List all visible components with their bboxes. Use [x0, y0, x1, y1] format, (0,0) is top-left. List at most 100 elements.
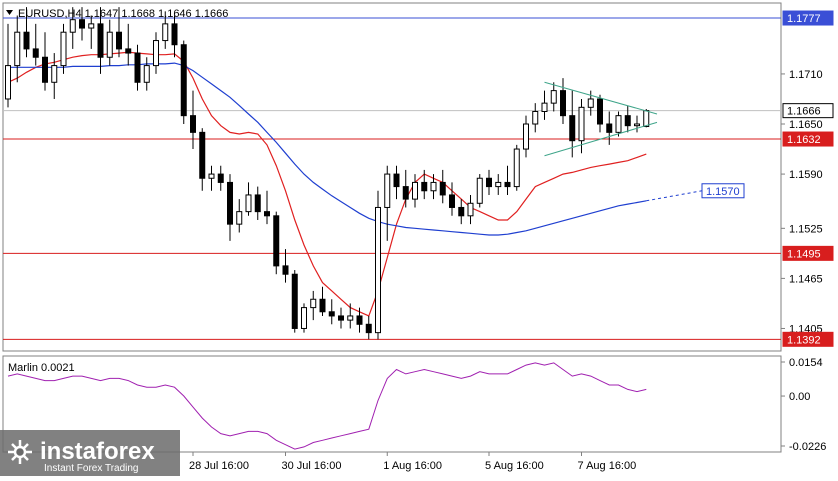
candle-bear [180, 44, 187, 117]
candle-bear [328, 311, 335, 317]
price-tick-label: 1.1710 [789, 69, 823, 81]
time-axis: 28 Jul 16:00 30 Jul 16:00 1 Aug 16:00 5 Aug… [189, 452, 636, 472]
candle-bull [236, 211, 243, 225]
price-tick-label: 1.1525 [789, 223, 823, 235]
candle-bear [97, 23, 104, 58]
candle-bear [458, 206, 465, 217]
candle-bull [467, 202, 474, 217]
ma-slow-line [8, 62, 647, 236]
marlin-indicator: 0.0154 0.00 -0.0226 [7, 357, 826, 453]
candle-bull [208, 173, 215, 179]
time-tick-label: 5 Aug 16:00 [485, 460, 544, 472]
candle-bull [634, 123, 640, 127]
price-axis: 1.17101.16501.15901.15251.14651.14051.17… [781, 10, 834, 347]
candle-bear [624, 115, 631, 127]
candle-bear [217, 173, 224, 183]
candle-bear [42, 56, 48, 83]
candle-bear [486, 177, 492, 188]
candle-bear [319, 298, 326, 313]
candle-bear [125, 48, 132, 54]
indicator-tick-label: 0.0154 [789, 357, 823, 369]
candle-bull [60, 31, 67, 67]
candle-bull [476, 177, 483, 204]
header: EURUSD,H4 1.1647 1.1668 1.1646 1.1666 [6, 8, 228, 20]
candle-bear [134, 52, 141, 83]
dropdown-triangle-icon[interactable] [6, 10, 13, 15]
candle-bull [541, 102, 548, 112]
candle-bear [291, 273, 298, 329]
price-tick-label: 1.1650 [789, 119, 823, 131]
candle-bull [513, 148, 520, 188]
time-tick-label: 1 Aug 16:00 [383, 460, 442, 472]
candle-bear [338, 315, 344, 321]
price-tag-box [782, 10, 834, 26]
price-tag-box [782, 131, 834, 147]
candle-bear [23, 31, 30, 50]
candle-bear [569, 115, 576, 142]
candle-bear [79, 19, 85, 29]
forecast-label: 1.1570 [706, 186, 740, 198]
candle-bear [199, 131, 206, 179]
candle-bull [430, 181, 437, 192]
candle-bull [310, 298, 317, 309]
triangle-pattern [544, 81, 658, 157]
price-tag-box [782, 245, 834, 261]
indicator-label: Marlin 0.0021 [8, 362, 75, 374]
forecast-box [701, 183, 745, 199]
candle-bull [532, 110, 539, 125]
price-tag-box [782, 331, 834, 347]
forecast-tag: 1.1570 [701, 183, 745, 199]
time-tick-label: 7 Aug 16:00 [578, 460, 637, 472]
candles [5, 7, 650, 340]
watermark: instaforex Instant Forex Trading [0, 430, 180, 476]
triangle-lower-line [544, 121, 658, 157]
candle-bull [587, 98, 594, 108]
candle-bull [523, 123, 529, 150]
price-tag-label: 1.1632 [787, 134, 821, 146]
ma-fast-line [7, 51, 647, 317]
indicator-tick-label: 0.00 [789, 391, 810, 403]
candle-bull [14, 31, 21, 67]
candle-bear [273, 215, 280, 267]
moving-averages [7, 51, 703, 317]
candle-bear [190, 115, 196, 133]
candle-bull [153, 40, 159, 67]
candle-bull [5, 65, 11, 100]
triangle-upper-line [544, 81, 658, 115]
time-tick-label: 30 Jul 16:00 [282, 460, 342, 472]
candle-bull [375, 206, 381, 334]
price-tick-label: 1.1465 [789, 273, 823, 285]
candle-bear [560, 90, 566, 117]
candle-bear [504, 181, 511, 188]
marlin-line [7, 362, 647, 450]
candle-bull [106, 31, 113, 58]
watermark-tagline: Instant Forex Trading [44, 463, 139, 474]
candle-bear [402, 186, 409, 200]
candle-bull [245, 194, 252, 213]
candle-bull [162, 23, 169, 42]
candle-bear [365, 323, 372, 334]
candle-bull [550, 90, 557, 104]
candle-bear [356, 315, 363, 325]
candle-bear [32, 48, 39, 58]
candle-bear [282, 265, 289, 275]
candle-bear [393, 173, 400, 188]
candle-bear [597, 98, 603, 125]
candle-bear [227, 181, 233, 225]
candle-bear [171, 23, 178, 46]
candle-bear [606, 123, 613, 133]
candle-bull [412, 181, 418, 200]
watermark-brand: instaforex [40, 438, 155, 465]
candle-bull [578, 106, 585, 142]
main-pane-frame [2, 2, 782, 352]
horizontal-levels [3, 17, 781, 340]
price-tag-label: 1.1666 [787, 106, 821, 118]
candle-bear [264, 211, 270, 217]
candle-bear [421, 181, 428, 192]
candle-bear [254, 194, 261, 213]
candle-bull [143, 65, 150, 83]
candle-bull [347, 315, 354, 321]
candle-bull [615, 115, 622, 133]
candle-bull [301, 307, 307, 329]
